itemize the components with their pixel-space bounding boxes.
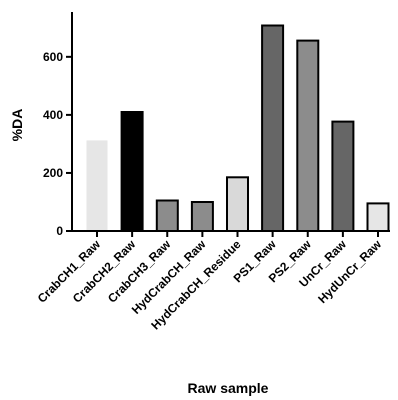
bar-hydcrabch-residue: [226, 176, 249, 233]
y-axis: 0 200 400 600: [43, 12, 73, 238]
x-axis-title: Raw sample: [188, 380, 269, 396]
bar-crabch2-raw: [120, 111, 144, 232]
y-axis-title: %DA: [9, 109, 25, 142]
bar-hydcrabch-raw: [190, 201, 214, 232]
y-tick-label-400: 400: [43, 108, 63, 122]
y-tick-label-0: 0: [56, 224, 63, 238]
bar-crabch1-raw: [86, 140, 108, 231]
y-tick-label-600: 600: [43, 50, 63, 64]
x-axis: CrabCH1_RawCrabCH2_RawCrabCH3_RawHydCrab…: [35, 230, 390, 332]
bar-ps2-raw: [296, 39, 320, 232]
y-tick-label-200: 200: [43, 166, 63, 180]
bar-hyduncr-raw: [366, 202, 390, 232]
bar-ps1-raw: [261, 24, 285, 232]
x-tick-label-hyduncr-raw: HydUnCr_Raw: [315, 237, 384, 306]
bar-crabch3-raw: [155, 199, 179, 232]
bar-uncr-raw: [331, 120, 355, 232]
bars-group: [86, 24, 390, 233]
